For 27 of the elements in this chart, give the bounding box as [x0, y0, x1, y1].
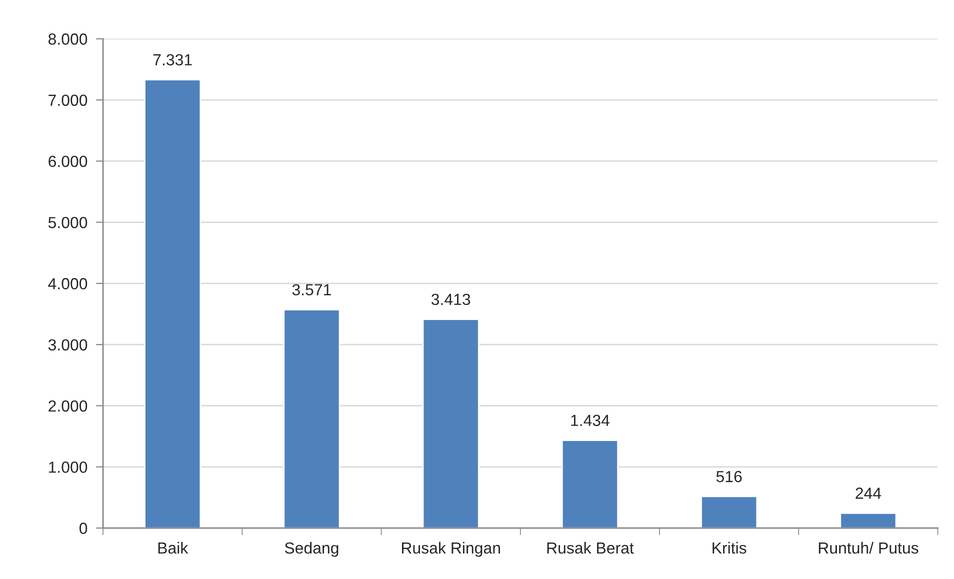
y-tick-label: 1.000 — [49, 462, 88, 473]
y-tick-label: 8.000 — [48, 33, 88, 45]
bar — [144, 79, 202, 528]
y-tick-label: 5.000 — [48, 216, 88, 228]
x-tick-label: Runtuh/ Putus — [818, 542, 918, 554]
y-tick-label: 3.000 — [48, 339, 88, 351]
y-tick-label: 0 — [79, 522, 88, 534]
x-tick-label: Rusak Ringan — [402, 542, 500, 557]
data-label: 516 — [716, 470, 742, 482]
bar — [422, 318, 480, 528]
bar — [561, 440, 618, 528]
x-tick-label: Baik — [158, 542, 188, 554]
x-tick-label: Rusak Berat — [547, 542, 634, 554]
bar — [283, 308, 340, 528]
y-tick-label: 6.000 — [48, 156, 88, 168]
bar — [840, 512, 897, 528]
data-label: 3.413 — [431, 294, 470, 306]
x-tick-label: Kritis — [712, 542, 746, 554]
y-tick-label: 7.000 — [48, 94, 88, 106]
data-label: 244 — [856, 488, 882, 499]
data-label: 1.434 — [571, 414, 610, 426]
x-tick-label: Sedang — [284, 542, 338, 557]
data-label: 7.331 — [153, 54, 192, 66]
y-tick-label: 4.000 — [48, 278, 88, 290]
y-tick-label: 2.000 — [48, 400, 88, 412]
bar — [700, 496, 758, 528]
data-label: 3.571 — [292, 284, 331, 296]
